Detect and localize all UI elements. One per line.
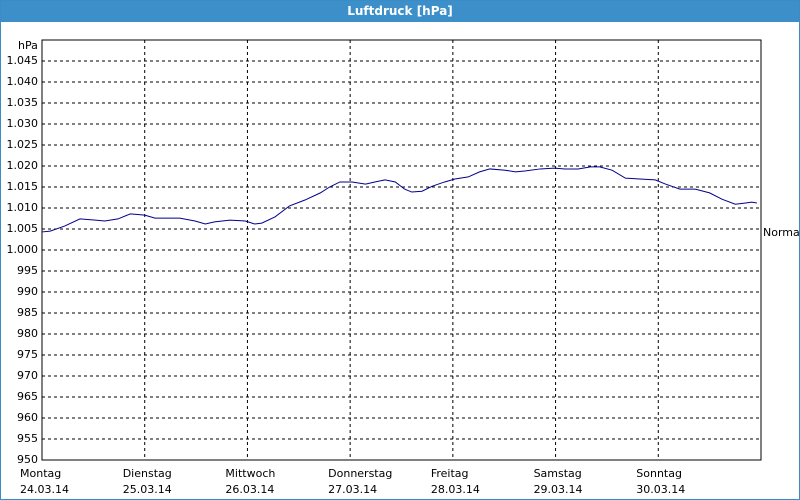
x-tick-label: 26.03.14 [225, 483, 274, 496]
y-tick-label: 1.005 [7, 222, 39, 235]
plot-frame [41, 39, 762, 461]
y-tick-label: 1.015 [7, 180, 39, 193]
x-tick-label: Montag [20, 467, 61, 480]
x-tick-label: Sonntag [636, 467, 682, 480]
y-tick-label: 965 [17, 390, 38, 403]
y-tick-label: 1.030 [7, 117, 39, 130]
y-tick-label: 1.010 [7, 201, 39, 214]
y-tick-label: 1.040 [7, 75, 39, 88]
y-tick-label: 970 [17, 369, 38, 382]
y-tick-label: 1.000 [7, 243, 39, 256]
x-tick-label: Donnerstag [328, 467, 392, 480]
y-tick-label: 985 [17, 306, 38, 319]
x-tick-label: Samstag [534, 467, 582, 480]
x-tick-label: Freitag [431, 467, 469, 480]
x-tick-label: Mittwoch [225, 467, 275, 480]
x-tick-label: Dienstag [123, 467, 172, 480]
line [41, 166, 757, 233]
y-unit: hPa [18, 39, 38, 52]
y-tick-label: 975 [17, 348, 38, 361]
y-tick-label: 1.035 [7, 96, 39, 109]
y-tick-label: 980 [17, 327, 38, 340]
y-tick-label: 1.045 [7, 54, 39, 67]
y-tick-label: 950 [17, 453, 38, 466]
y-tick-label: 1.025 [7, 138, 39, 151]
x-tick-label: 28.03.14 [431, 483, 480, 496]
x-tick-label: 24.03.14 [20, 483, 69, 496]
y-tick-label: 990 [17, 285, 38, 298]
annotation: Normal [763, 226, 800, 239]
title-bar: Luftdruck [hPa] [1, 1, 799, 22]
y-tick-label: 1.020 [7, 159, 39, 172]
y-tick-label: 955 [17, 432, 38, 445]
y-tick-label: 995 [17, 264, 38, 277]
y-tick-label: 960 [17, 411, 38, 424]
x-tick-label: 27.03.14 [328, 483, 377, 496]
x-tick-label: 29.03.14 [534, 483, 583, 496]
x-tick-label: 30.03.14 [636, 483, 685, 496]
x-tick-label: 25.03.14 [123, 483, 172, 496]
